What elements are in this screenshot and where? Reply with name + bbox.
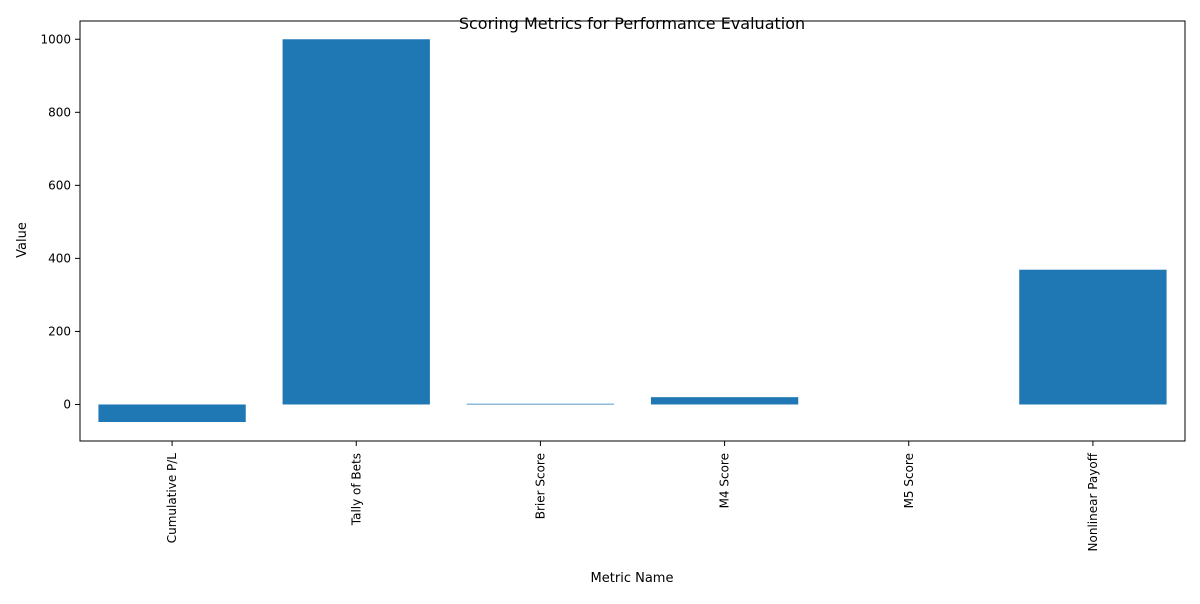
y-tick-label: 600	[48, 178, 71, 192]
x-axis-ticks: Cumulative P/L Tally of Bets Brier Score M4…	[165, 441, 1100, 551]
y-axis-ticks: 0 200 400 600 800 1000	[40, 32, 80, 411]
y-tick-label: 400	[48, 251, 71, 265]
x-tick-label: M4 Score	[718, 453, 732, 508]
x-tick-label: Tally of Bets	[349, 453, 363, 526]
x-axis-label: Metric Name	[591, 571, 674, 586]
bars-layer	[98, 39, 1167, 423]
bar	[1019, 269, 1167, 405]
y-axis-label: Value	[15, 222, 30, 258]
x-tick-label: M5 Score	[902, 453, 916, 508]
y-tick-label: 1000	[40, 32, 71, 46]
bar	[466, 403, 615, 405]
bar	[650, 397, 799, 405]
x-tick-label: Nonlinear Payoff	[1086, 452, 1100, 551]
chart-title: Scoring Metrics for Performance Evaluati…	[459, 14, 805, 33]
x-tick-label: Cumulative P/L	[165, 453, 179, 544]
bar	[98, 404, 246, 423]
x-tick-label: Brier Score	[533, 453, 547, 519]
y-tick-label: 0	[63, 397, 71, 411]
y-tick-label: 200	[48, 324, 71, 338]
y-tick-label: 800	[48, 105, 71, 119]
plot-frame	[79, 20, 1186, 442]
bar	[282, 39, 430, 405]
